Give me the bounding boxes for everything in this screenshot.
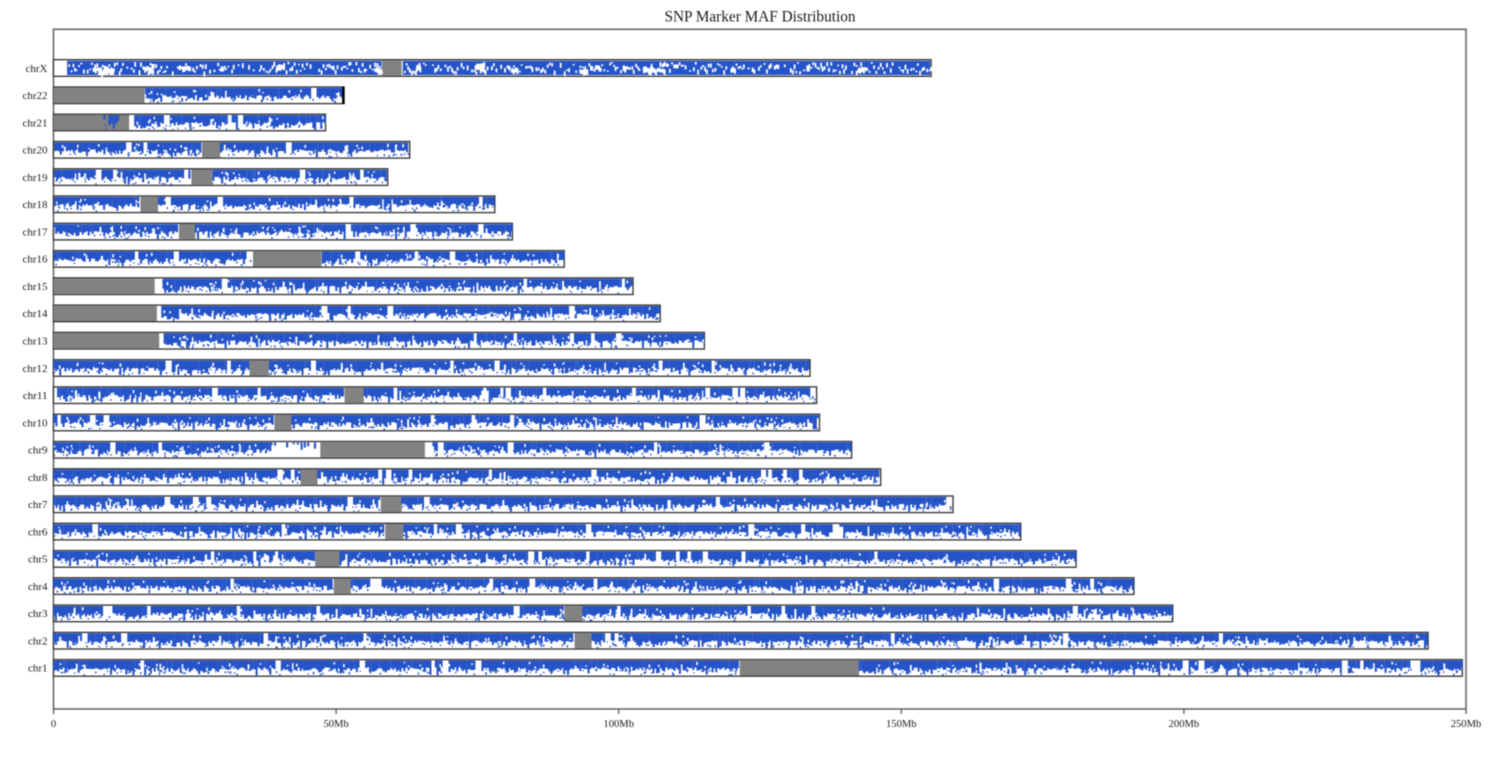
svg-text:50Mb: 50Mb <box>323 719 348 730</box>
svg-text:chr4: chr4 <box>28 581 48 593</box>
svg-text:chr7: chr7 <box>28 499 48 511</box>
svg-text:chr22: chr22 <box>22 90 47 102</box>
svg-text:chr12: chr12 <box>22 363 47 375</box>
svg-text:200Mb: 200Mb <box>1169 719 1200 730</box>
svg-text:chr15: chr15 <box>22 281 48 293</box>
svg-text:chr9: chr9 <box>28 445 48 457</box>
svg-text:250Mb: 250Mb <box>1451 719 1482 730</box>
svg-text:0: 0 <box>51 719 56 730</box>
svg-text:chr14: chr14 <box>22 308 48 320</box>
svg-text:chr8: chr8 <box>28 472 48 484</box>
svg-text:150Mb: 150Mb <box>886 719 917 730</box>
svg-text:chr3: chr3 <box>28 608 48 620</box>
svg-text:chr21: chr21 <box>22 117 47 129</box>
svg-text:chr18: chr18 <box>22 199 48 211</box>
svg-text:chr16: chr16 <box>22 254 48 266</box>
svg-text:SNP Marker MAF Distribution: SNP Marker MAF Distribution <box>664 9 855 26</box>
svg-text:chr11: chr11 <box>23 390 48 402</box>
svg-text:chr10: chr10 <box>22 417 48 429</box>
svg-text:chr1: chr1 <box>28 663 48 675</box>
svg-text:100Mb: 100Mb <box>603 719 634 730</box>
svg-text:chr2: chr2 <box>28 636 48 648</box>
svg-text:chr6: chr6 <box>28 526 48 538</box>
svg-text:chr17: chr17 <box>22 226 48 238</box>
svg-text:chr20: chr20 <box>22 145 48 157</box>
svg-text:chrX: chrX <box>26 63 48 75</box>
svg-text:chr13: chr13 <box>22 336 48 348</box>
svg-text:chr5: chr5 <box>28 554 48 566</box>
svg-text:chr19: chr19 <box>22 172 48 184</box>
